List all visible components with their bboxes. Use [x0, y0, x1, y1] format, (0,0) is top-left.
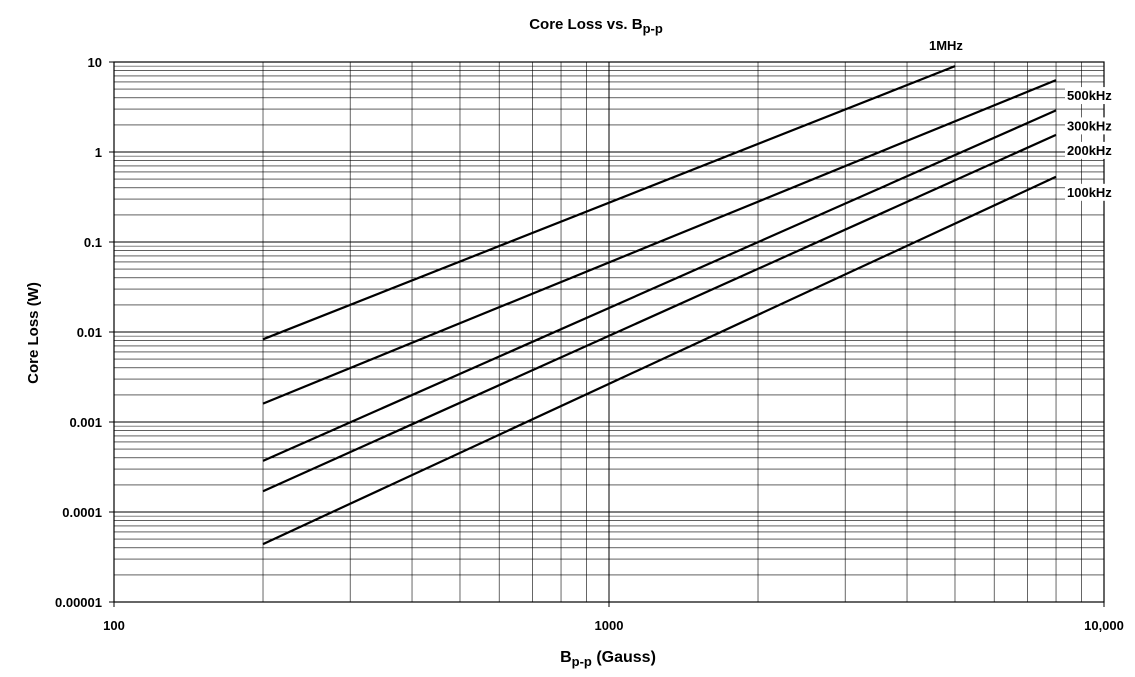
x-tick-label: 100	[103, 618, 125, 633]
series-label-background	[1065, 183, 1119, 201]
series-labels: 1MHz 500kHz 300kHz 200kHz 100kHz	[926, 37, 1119, 201]
series-label-background	[926, 37, 964, 55]
x-tick-label: 10,000	[1084, 618, 1124, 633]
y-tick-label: 0.001	[69, 415, 102, 430]
x-tick-labels: 100 1000 10,000	[103, 618, 1124, 633]
y-axis-label: Core Loss (W)	[25, 282, 42, 384]
series-label-background	[1065, 87, 1119, 105]
y-tick-label: 0.00001	[55, 595, 102, 610]
series-label-background	[1065, 117, 1119, 135]
series-label: 1MHz	[929, 38, 963, 53]
series-line	[262, 79, 1057, 405]
series-label-background	[1065, 141, 1119, 159]
series-line	[262, 175, 1057, 546]
y-tick-label: 0.01	[77, 325, 102, 340]
series-line	[262, 65, 956, 341]
y-tick-label: 10	[88, 55, 102, 70]
y-tick-label: 1	[95, 145, 102, 160]
y-tick-label: 0.0001	[62, 505, 102, 520]
series-label: 300kHz	[1067, 118, 1112, 133]
x-tick-label: 1000	[595, 618, 624, 633]
grid-major	[109, 61, 1105, 607]
series-layer	[262, 65, 1057, 546]
series-label: 100kHz	[1067, 185, 1112, 200]
series-line	[262, 109, 1057, 462]
chart-title: Core Loss vs. Bp-p	[529, 16, 663, 36]
series-line	[262, 133, 1057, 493]
plot-area-border	[113, 61, 1105, 603]
series-label: 200kHz	[1067, 143, 1112, 158]
y-tick-label: 0.1	[84, 235, 102, 250]
y-tick-labels: 10 1 0.1 0.01 0.001 0.0001 0.00001	[55, 55, 102, 610]
series-label: 500kHz	[1067, 88, 1112, 103]
x-axis-label: Bp-p (Gauss)	[560, 649, 656, 669]
